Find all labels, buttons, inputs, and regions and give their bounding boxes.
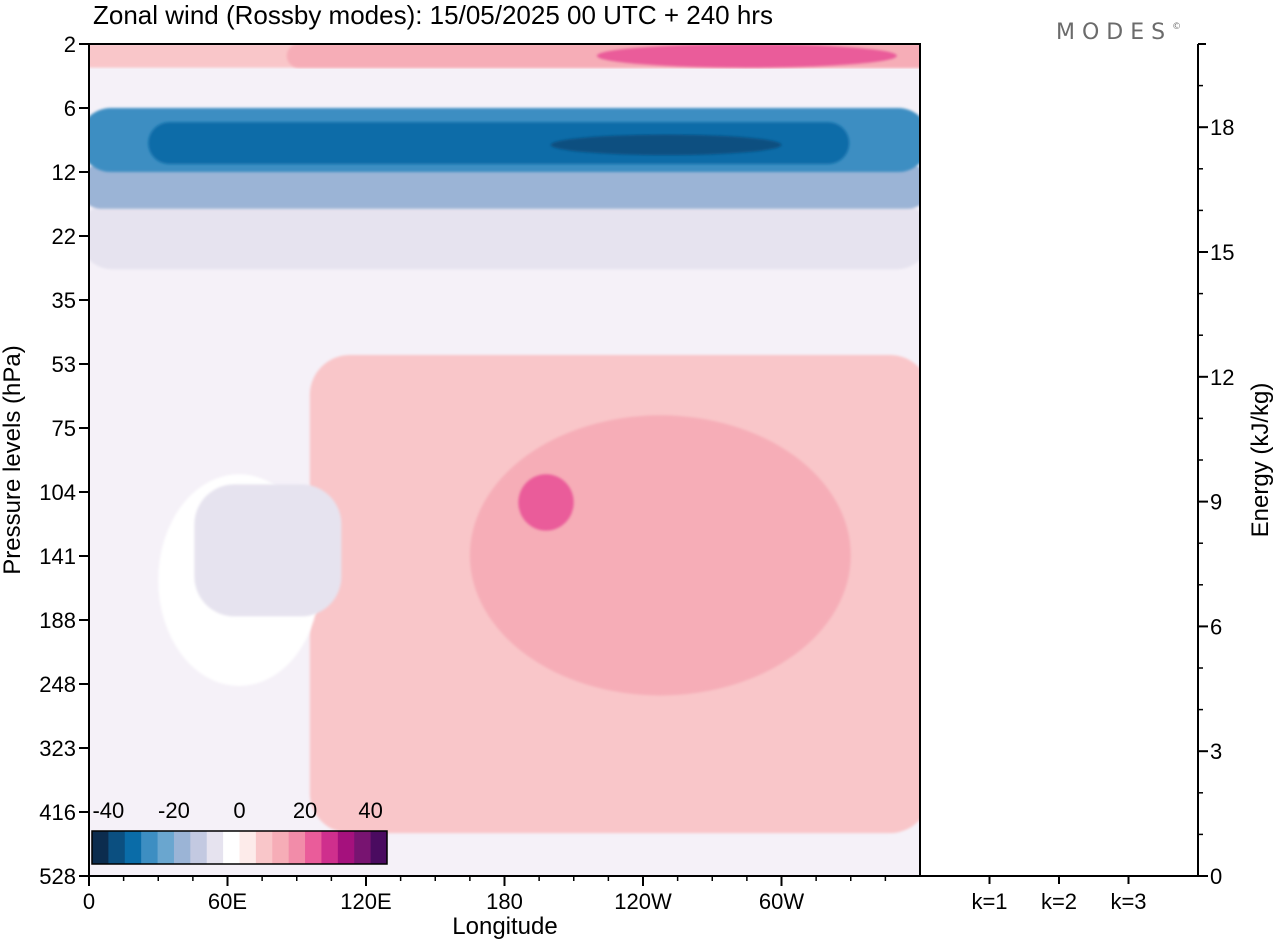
colorbar-swatch: [255, 831, 273, 864]
colorbar-swatch: [206, 831, 224, 864]
colorbar-swatch: [108, 831, 126, 864]
y-tick-label: 2: [64, 32, 76, 57]
colorbar-swatch: [141, 831, 159, 864]
energy-tick-label: 9: [1210, 490, 1222, 515]
colorbar-swatch: [354, 831, 372, 864]
y-tick-label: 53: [52, 352, 76, 377]
y-tick-label: 248: [39, 672, 76, 697]
colorbar-swatch: [370, 831, 388, 864]
x-tick-label: 180: [486, 889, 523, 914]
logo-text: MODES: [1056, 20, 1173, 45]
energy-category-label: k=1: [971, 889, 1007, 914]
contour-tropospheric-minimum: [194, 484, 342, 617]
y-tick-label: 141: [39, 544, 76, 569]
colorbar-swatch: [305, 831, 322, 864]
colorbar-tick-label: -20: [158, 798, 190, 823]
y-tick-label: 188: [39, 608, 76, 633]
colorbar-tick-label: -40: [92, 798, 124, 823]
colorbar-swatch: [321, 831, 339, 864]
energy-tick-label: 12: [1210, 365, 1234, 390]
y-tick-label: 416: [39, 800, 76, 825]
x-tick-label: 60W: [759, 889, 804, 914]
energy-bar: [967, 875, 1012, 877]
y-tick-label: 528: [39, 864, 76, 889]
colorbar-swatch: [124, 831, 142, 864]
energy-tick-label: 0: [1210, 864, 1222, 889]
colorbar-swatch: [337, 831, 355, 864]
colorbar-swatch: [223, 831, 240, 864]
x-tick-label: 0: [83, 889, 95, 914]
colorbar-swatch: [173, 831, 191, 864]
energy-bar: [1106, 875, 1151, 877]
x-tick-label: 120E: [340, 889, 391, 914]
colorbar: -40 -20 0 20 40: [91, 798, 388, 865]
contour-troposphere-maxima: [469, 415, 851, 696]
energy-tick-label: 18: [1210, 115, 1234, 140]
energy-category-label: k=2: [1041, 889, 1077, 914]
contour-jet-core: [550, 134, 782, 156]
longitude-axis: 0 60E 120E 180 120W 60W: [83, 876, 887, 914]
colorbar-swatch: [272, 831, 290, 864]
contour-troposphere-maxima: [518, 474, 574, 531]
chart-title: Zonal wind (Rossby modes): 15/05/2025 00…: [93, 0, 773, 30]
heatmap-contours: [89, 44, 920, 834]
y-tick-label: 104: [39, 480, 76, 505]
energy-tick-label: 6: [1210, 614, 1222, 639]
x-axis-title: Longitude: [452, 913, 557, 940]
y-tick-label: 22: [52, 224, 76, 249]
x-tick-label: 120W: [614, 889, 672, 914]
contour-stratospheric-jet: [89, 202, 920, 270]
energy-tick-label: 15: [1210, 240, 1234, 265]
modes-logo: MODES©: [1056, 20, 1181, 45]
energy-tick-label: 3: [1210, 739, 1222, 764]
y-tick-label: 12: [52, 160, 76, 185]
contour-upper-stratosphere: [596, 44, 897, 68]
colorbar-frame: [91, 830, 388, 865]
colorbar-tick-label: 0: [233, 798, 245, 823]
colorbar-tick-label: 20: [293, 798, 317, 823]
y-tick-label: 75: [52, 416, 76, 441]
x-tick-label: 60E: [208, 889, 247, 914]
energy-panel-background: [920, 44, 1198, 876]
colorbar-swatch: [239, 831, 257, 864]
y-axis-title: Pressure levels (hPa): [0, 345, 26, 574]
y-tick-label: 323: [39, 736, 76, 761]
colorbar-tick-label: 40: [358, 798, 382, 823]
colorbar-swatch: [288, 831, 306, 864]
y-tick-label: 35: [52, 288, 76, 313]
energy-axis-title: Energy (kJ/kg): [1247, 383, 1274, 538]
logo-mark: ©: [1172, 22, 1182, 32]
pressure-axis: 2 6 12 22 35 53 75 104 141 188 248 323 416 528: [39, 32, 89, 889]
energy-category-label: k=3: [1110, 889, 1146, 914]
colorbar-swatch: [190, 831, 208, 864]
colorbar-swatch: [157, 831, 175, 864]
y-tick-label: 6: [64, 96, 76, 121]
energy-bar-chart: 0 3 6 9 12 15 18 k=1 k=2 k=3: [967, 84, 1234, 914]
energy-bar: [1037, 875, 1081, 877]
colorbar-swatch: [92, 831, 109, 864]
contour-stratospheric-jet: [89, 163, 920, 209]
